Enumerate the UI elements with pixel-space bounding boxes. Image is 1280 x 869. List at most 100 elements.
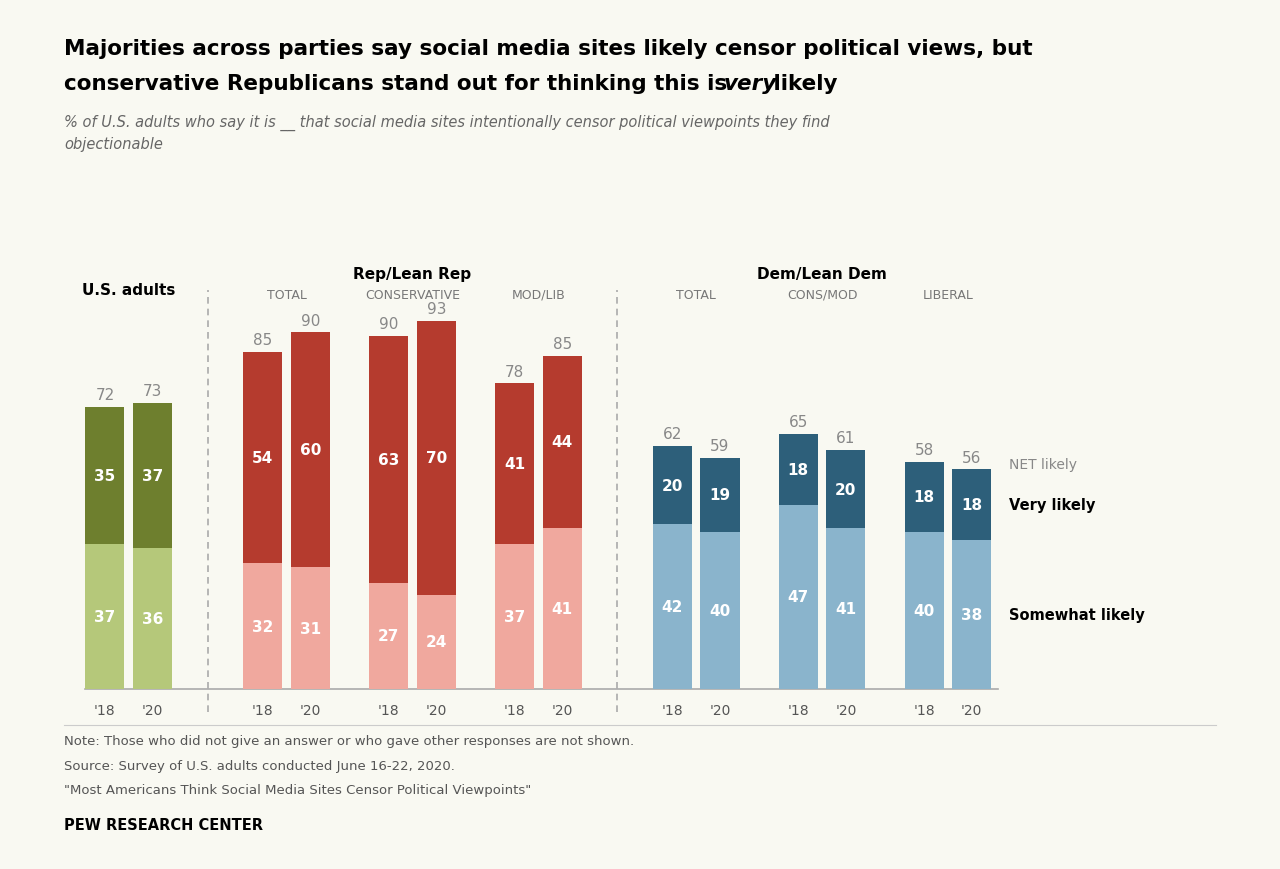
Text: 18: 18 — [787, 462, 809, 477]
Text: '20: '20 — [961, 703, 983, 717]
Text: 35: 35 — [95, 468, 115, 483]
Text: conservative Republicans stand out for thinking this is: conservative Republicans stand out for t… — [64, 74, 735, 94]
Bar — [86, 408, 124, 544]
Text: '20: '20 — [835, 703, 856, 717]
Bar — [291, 333, 330, 567]
Bar — [952, 470, 991, 541]
Text: 58: 58 — [914, 442, 933, 457]
Text: 18: 18 — [914, 490, 934, 505]
Bar — [417, 322, 456, 595]
Text: 41: 41 — [552, 601, 572, 616]
Bar — [778, 505, 818, 689]
Text: 18: 18 — [961, 498, 982, 513]
Text: 72: 72 — [95, 388, 114, 402]
Text: 44: 44 — [552, 435, 572, 450]
Text: 42: 42 — [662, 600, 684, 614]
Text: Rep/Lean Rep: Rep/Lean Rep — [353, 267, 471, 282]
Text: 65: 65 — [788, 415, 808, 430]
Bar — [827, 528, 865, 689]
Text: '20: '20 — [425, 703, 447, 717]
Bar — [369, 337, 408, 583]
Text: 60: 60 — [300, 443, 321, 458]
Bar — [495, 544, 534, 689]
Bar — [700, 458, 740, 533]
Text: % of U.S. adults who say it is __ that social media sites intentionally censor p: % of U.S. adults who say it is __ that s… — [64, 115, 829, 152]
Text: '18: '18 — [378, 703, 399, 717]
Bar — [291, 567, 330, 689]
Text: LIBERAL: LIBERAL — [923, 289, 973, 302]
Text: "Most Americans Think Social Media Sites Censor Political Viewpoints": "Most Americans Think Social Media Sites… — [64, 783, 531, 796]
Text: '20: '20 — [142, 703, 164, 717]
Text: '18: '18 — [913, 703, 934, 717]
Text: likely: likely — [765, 74, 837, 94]
Text: 63: 63 — [378, 453, 399, 468]
Bar — [495, 384, 534, 544]
Text: '20: '20 — [709, 703, 731, 717]
Text: 37: 37 — [142, 468, 163, 483]
Bar — [369, 583, 408, 689]
Text: NET likely: NET likely — [1009, 457, 1076, 471]
Text: 37: 37 — [95, 609, 115, 624]
Text: Majorities across parties say social media sites likely censor political views, : Majorities across parties say social med… — [64, 39, 1033, 59]
Text: TOTAL: TOTAL — [676, 289, 716, 302]
Text: 90: 90 — [301, 313, 320, 328]
Text: 93: 93 — [426, 302, 445, 316]
Text: 62: 62 — [663, 427, 682, 441]
Text: MOD/LIB: MOD/LIB — [512, 289, 566, 302]
Text: 41: 41 — [504, 456, 525, 472]
Text: 20: 20 — [835, 482, 856, 497]
Text: Source: Survey of U.S. adults conducted June 16-22, 2020.: Source: Survey of U.S. adults conducted … — [64, 759, 454, 772]
Text: '18: '18 — [662, 703, 684, 717]
Text: CONSERVATIVE: CONSERVATIVE — [365, 289, 460, 302]
Text: 40: 40 — [914, 603, 934, 619]
Text: '20: '20 — [300, 703, 321, 717]
Text: CONS/MOD: CONS/MOD — [787, 289, 858, 302]
Text: 56: 56 — [963, 450, 982, 465]
Text: very: very — [723, 74, 777, 94]
Text: 19: 19 — [709, 488, 731, 503]
Text: 38: 38 — [961, 607, 982, 622]
Bar — [86, 544, 124, 689]
Text: PEW RESEARCH CENTER: PEW RESEARCH CENTER — [64, 817, 262, 832]
Text: 70: 70 — [426, 451, 447, 466]
Bar — [952, 541, 991, 689]
Text: '18: '18 — [787, 703, 809, 717]
Bar — [827, 450, 865, 528]
Bar — [543, 528, 581, 689]
Bar — [243, 564, 283, 689]
Text: Somewhat likely: Somewhat likely — [1009, 607, 1144, 622]
Bar — [417, 595, 456, 689]
Bar — [133, 403, 172, 548]
Text: 90: 90 — [379, 317, 398, 332]
Bar — [700, 533, 740, 689]
Text: '18: '18 — [252, 703, 274, 717]
Bar — [778, 434, 818, 505]
Text: 20: 20 — [662, 478, 684, 493]
Text: 40: 40 — [709, 603, 731, 619]
Text: '18: '18 — [503, 703, 525, 717]
Bar — [905, 533, 943, 689]
Bar — [133, 548, 172, 689]
Text: TOTAL: TOTAL — [266, 289, 306, 302]
Text: 27: 27 — [378, 629, 399, 644]
Text: 32: 32 — [252, 619, 274, 634]
Text: 54: 54 — [252, 451, 274, 466]
Text: Dem/Lean Dem: Dem/Lean Dem — [756, 267, 887, 282]
Text: 36: 36 — [142, 611, 164, 627]
Bar — [905, 462, 943, 533]
Bar — [653, 447, 692, 525]
Text: 78: 78 — [504, 364, 524, 379]
Text: U.S. adults: U.S. adults — [82, 282, 175, 298]
Text: 85: 85 — [253, 333, 273, 348]
Text: '20: '20 — [552, 703, 573, 717]
Text: 47: 47 — [787, 589, 809, 605]
Text: Note: Those who did not give an answer or who gave other responses are not shown: Note: Those who did not give an answer o… — [64, 734, 634, 747]
Bar — [243, 353, 283, 564]
Text: 59: 59 — [710, 439, 730, 454]
Text: 24: 24 — [425, 634, 447, 650]
Bar — [543, 356, 581, 528]
Bar — [653, 525, 692, 689]
Text: 37: 37 — [504, 609, 525, 624]
Text: 73: 73 — [143, 383, 163, 399]
Text: 31: 31 — [300, 621, 321, 636]
